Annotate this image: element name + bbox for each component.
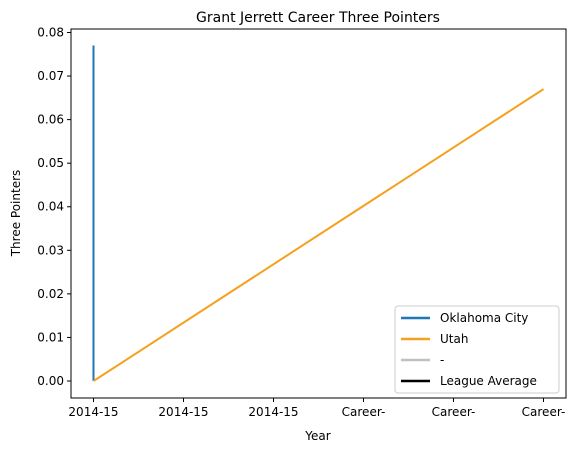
y-tick-label: 0.06 <box>37 113 64 127</box>
series-line-utah <box>92 88 545 382</box>
legend-label: Oklahoma City <box>440 311 528 325</box>
y-axis-label: Three Pointers <box>9 170 23 258</box>
legend: Oklahoma City Utah - League Average <box>394 305 560 394</box>
series-layer <box>92 45 545 382</box>
legend-label: Utah <box>440 332 468 346</box>
y-tick-label: 0.03 <box>37 243 64 257</box>
legend-label: League Average <box>440 374 537 388</box>
legend-label: - <box>440 353 444 367</box>
x-tick-label: Career- <box>432 405 476 419</box>
x-tick-label: Career- <box>522 405 566 419</box>
x-tick-label: 2014-15 <box>68 405 118 419</box>
y-tick-label: 0.01 <box>37 330 64 344</box>
x-axis-label: Year <box>304 429 330 443</box>
legend-box <box>394 305 560 394</box>
x-axis-ticks: 2014-15 2014-15 2014-15 Career- Career- Caree… <box>68 398 565 419</box>
y-tick-label: 0.02 <box>37 287 64 301</box>
y-axis-ticks: 0.00 0.01 0.02 0.03 0.04 0.05 0.06 0.07 0.08 <box>37 25 71 388</box>
y-tick-label: 0.07 <box>37 69 64 83</box>
y-tick-label: 0.08 <box>37 25 64 39</box>
x-tick-label: 2014-15 <box>158 405 208 419</box>
plot-frame <box>70 28 567 399</box>
y-tick-label: 0.04 <box>37 200 64 214</box>
y-tick-label: 0.05 <box>37 156 64 170</box>
chart-title: Grant Jerrett Career Three Pointers <box>196 10 440 26</box>
x-tick-label: 2014-15 <box>248 405 298 419</box>
x-tick-label: Career- <box>342 405 386 419</box>
plot-area: 2014-15 2014-15 2014-15 Career- Career- Caree… <box>37 25 567 419</box>
y-tick-label: 0.00 <box>37 374 64 388</box>
